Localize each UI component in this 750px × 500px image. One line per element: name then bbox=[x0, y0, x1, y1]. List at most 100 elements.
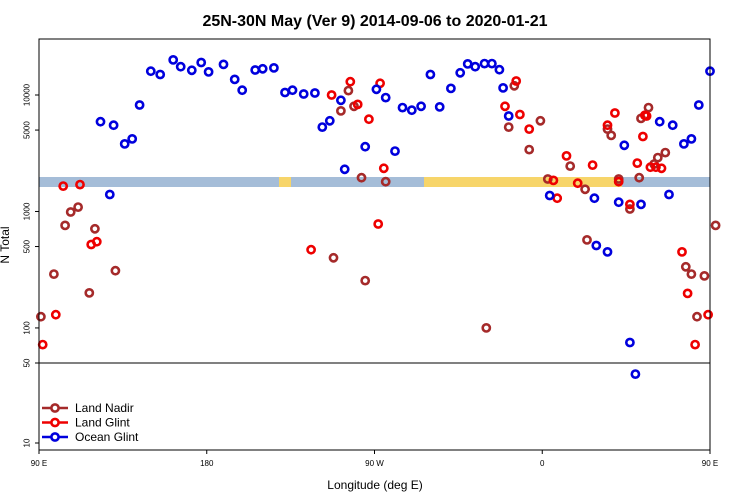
data-points bbox=[36, 55, 721, 379]
point-s1-37 bbox=[703, 309, 713, 320]
point-s2-21 bbox=[298, 89, 309, 99]
x-tick-label-1: 180 bbox=[200, 459, 214, 468]
point-s1-20 bbox=[561, 150, 572, 161]
point-s1-6 bbox=[306, 244, 316, 255]
point-s2-20 bbox=[287, 85, 298, 96]
point-s1-32 bbox=[651, 162, 661, 173]
point-s0-19 bbox=[535, 115, 546, 126]
point-s2-56 bbox=[667, 120, 678, 131]
point-s2-25 bbox=[335, 95, 346, 106]
point-s1-31 bbox=[645, 162, 656, 173]
x-axis: 90 E 180 90 W 0 90 E bbox=[31, 450, 718, 468]
series-2 bbox=[95, 55, 715, 379]
point-s2-58 bbox=[686, 133, 697, 144]
point-s2-52 bbox=[630, 369, 641, 379]
point-s2-16 bbox=[250, 65, 261, 75]
land-band bbox=[39, 177, 710, 187]
point-s2-3 bbox=[119, 138, 130, 149]
point-s0-34 bbox=[680, 261, 691, 272]
land-band-blue-0 bbox=[39, 177, 279, 187]
point-s1-18 bbox=[548, 175, 559, 186]
point-s0-33 bbox=[660, 147, 671, 158]
point-s1-34 bbox=[677, 246, 687, 257]
legend-marker-0 bbox=[50, 403, 60, 413]
point-s2-30 bbox=[390, 146, 400, 156]
point-s1-7 bbox=[326, 90, 337, 100]
point-s2-54 bbox=[664, 189, 674, 200]
point-s2-8 bbox=[168, 55, 179, 65]
series-1 bbox=[37, 76, 713, 350]
point-s2-2 bbox=[108, 120, 119, 131]
point-s1-25 bbox=[613, 176, 624, 187]
point-s2-23 bbox=[317, 122, 328, 132]
legend-marker-1 bbox=[50, 417, 60, 428]
point-s1-21 bbox=[572, 178, 583, 189]
y-tick-label-4: 1000 bbox=[23, 202, 32, 220]
point-s0-37 bbox=[699, 270, 710, 281]
point-s2-36 bbox=[445, 83, 456, 94]
point-s0-12 bbox=[356, 172, 367, 183]
point-s2-46 bbox=[589, 193, 600, 204]
point-s2-43 bbox=[498, 83, 508, 93]
point-s1-3 bbox=[75, 179, 85, 190]
point-s0-13 bbox=[360, 275, 371, 286]
y-tick-label-0: 10 bbox=[23, 438, 32, 447]
point-s2-6 bbox=[145, 66, 156, 77]
point-s2-31 bbox=[397, 102, 408, 113]
point-s0-2 bbox=[60, 220, 70, 231]
point-s0-6 bbox=[90, 223, 100, 234]
point-s2-13 bbox=[218, 59, 229, 70]
x-tick-label-4: 90 E bbox=[702, 459, 718, 468]
point-s1-27 bbox=[632, 158, 643, 168]
y-tick-label-3: 500 bbox=[23, 239, 32, 253]
point-s1-2 bbox=[58, 181, 69, 191]
point-s2-5 bbox=[134, 100, 145, 110]
point-s0-38 bbox=[710, 220, 721, 231]
point-s1-17 bbox=[524, 124, 535, 135]
x-axis-label: Longitude (deg E) bbox=[327, 478, 422, 492]
point-s0-7 bbox=[110, 265, 121, 276]
point-s0-16 bbox=[503, 122, 514, 132]
point-s2-35 bbox=[434, 102, 445, 112]
point-s0-30 bbox=[643, 102, 654, 113]
point-s0-36 bbox=[692, 311, 702, 322]
point-s0-14 bbox=[380, 176, 391, 187]
land-band-blue-1 bbox=[291, 177, 424, 187]
point-s2-44 bbox=[503, 111, 514, 121]
chart-title: 25N-30N May (Ver 9) 2014-09-06 to 2020-0… bbox=[202, 13, 547, 30]
point-s0-4 bbox=[73, 202, 83, 212]
point-s1-22 bbox=[587, 160, 598, 170]
point-s2-41 bbox=[486, 58, 497, 69]
point-s2-37 bbox=[455, 67, 466, 78]
point-s2-0 bbox=[104, 189, 115, 200]
point-s2-42 bbox=[494, 64, 505, 75]
point-s1-30 bbox=[641, 111, 652, 121]
y-axis: 10 50 100 500 1000 5000 10000 bbox=[23, 83, 39, 447]
point-s0-22 bbox=[580, 184, 590, 195]
point-s2-19 bbox=[280, 87, 290, 98]
point-s1-15 bbox=[511, 76, 522, 86]
point-s0-1 bbox=[49, 269, 59, 279]
point-s2-29 bbox=[380, 92, 391, 103]
point-s1-10 bbox=[363, 114, 374, 125]
point-s2-9 bbox=[175, 61, 186, 72]
point-s2-33 bbox=[416, 101, 426, 112]
point-s1-26 bbox=[625, 199, 635, 210]
point-s2-11 bbox=[196, 57, 207, 68]
point-s2-57 bbox=[679, 138, 689, 149]
point-s2-39 bbox=[470, 61, 481, 72]
point-s1-24 bbox=[610, 108, 620, 118]
legend-label-0: Land Nadir bbox=[75, 401, 134, 415]
point-s1-0 bbox=[37, 339, 48, 350]
point-s1-33 bbox=[656, 163, 667, 174]
point-s0-21 bbox=[565, 161, 576, 171]
point-s2-50 bbox=[619, 140, 630, 151]
point-s2-55 bbox=[654, 116, 665, 127]
point-s1-36 bbox=[690, 339, 700, 350]
point-s2-12 bbox=[203, 67, 214, 77]
legend-label-1: Land Glint bbox=[75, 416, 130, 430]
point-s2-24 bbox=[324, 115, 335, 126]
point-s2-48 bbox=[602, 246, 613, 257]
y-axis-label: N Total bbox=[0, 226, 12, 263]
